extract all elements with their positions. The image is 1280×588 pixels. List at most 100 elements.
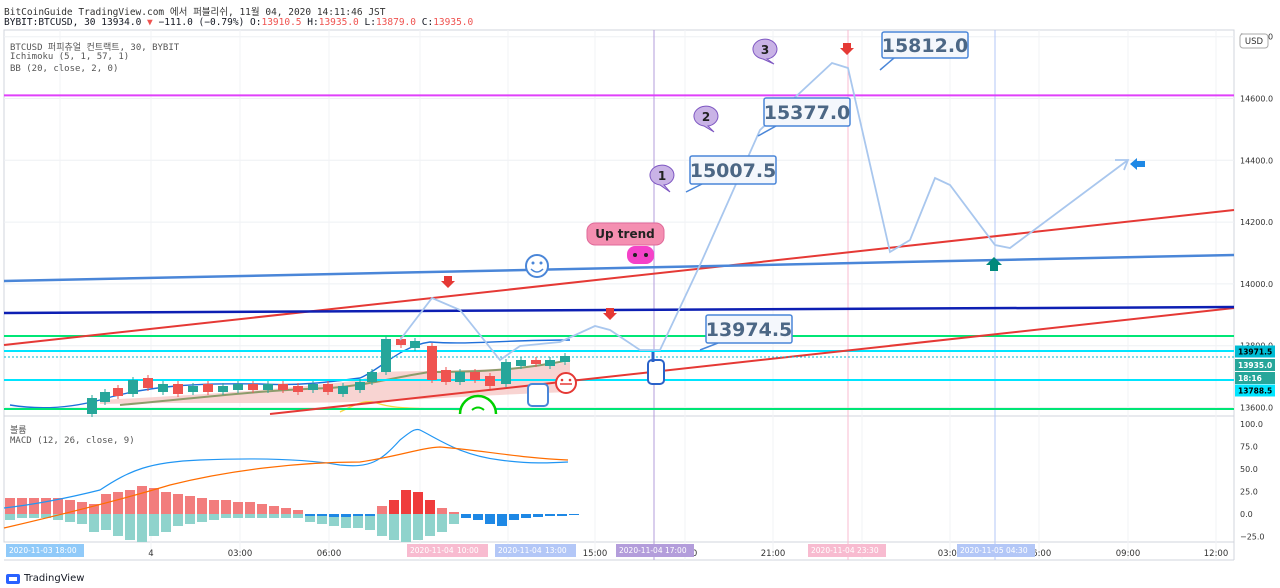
macd-bar: [29, 498, 39, 514]
price-annotation-box[interactable]: [689, 155, 777, 185]
macd-bar: [149, 488, 159, 514]
candle: [100, 392, 110, 402]
macd-tick: −25.0: [1240, 533, 1265, 542]
macd-bar: [101, 514, 111, 530]
time-badge: [616, 544, 694, 557]
candle: [410, 341, 420, 348]
candle: [188, 386, 198, 392]
macd-bar: [281, 514, 291, 518]
time-badge-label: 2020-11-05 04:30: [960, 546, 1028, 555]
macd-bar: [197, 498, 207, 514]
close-value: 13935.0: [433, 17, 474, 28]
macd-bar: [533, 514, 543, 517]
macd-bar: [437, 514, 447, 532]
macd-bar: [497, 514, 507, 526]
projection-path[interactable]: [399, 61, 1129, 362]
macd-bar: [305, 514, 315, 516]
macd-bar: [545, 514, 555, 516]
price-annotation-box[interactable]: [881, 31, 969, 59]
candle: [516, 360, 526, 366]
price-annotation-box[interactable]: [705, 314, 793, 344]
macd-bar: [353, 514, 363, 528]
currency-label: USD: [1245, 37, 1264, 47]
wave-bubble[interactable]: [752, 38, 778, 65]
sad-face-icon: [555, 372, 577, 394]
price-badge: [1235, 345, 1275, 358]
high-value: 13935.0: [318, 17, 359, 28]
macd-bar: [149, 514, 159, 536]
candle: [143, 378, 153, 388]
time-badge-label: 2020-11-04 12:30: [498, 546, 566, 555]
macd-bar: [401, 490, 411, 514]
candle: [323, 384, 333, 392]
time-badge: [957, 544, 1035, 557]
currency-badge[interactable]: USD: [1239, 33, 1269, 49]
price-badge: [1235, 372, 1275, 384]
time-badge: [542, 544, 576, 557]
candle: [203, 384, 213, 392]
macd-bar: [101, 494, 111, 514]
wave-bubble[interactable]: [693, 105, 719, 133]
pig-icon: [627, 246, 654, 264]
macd-bar: [245, 514, 255, 518]
macd-bar: [221, 514, 231, 518]
price-annotations[interactable]: 15812.0 15377.0 15007.5 13974.5: [685, 31, 969, 351]
macd-bar: [137, 486, 147, 514]
volume-legend[interactable]: 볼륨: [10, 426, 27, 436]
wave-labels[interactable]: 1 2 3: [649, 38, 778, 193]
time-badge: [6, 544, 84, 557]
navy-trendline[interactable]: [3, 305, 1235, 315]
macd-bar: [353, 514, 363, 516]
smiley-icon: [525, 254, 549, 278]
symbol-legend: BTCUSD 퍼피츄얼 컨트랙트, 30, BYBIT: [10, 43, 180, 53]
macd-bar: [365, 514, 375, 530]
left-arrow-icon: [1130, 158, 1145, 170]
macd-bar: [125, 490, 135, 514]
up-trend-callout[interactable]: Up trend: [586, 222, 665, 264]
macd-bar: [161, 514, 171, 532]
candle: [263, 384, 273, 390]
price-badge-label: 13971.5: [1238, 348, 1272, 357]
time-tick: 03:00: [938, 549, 963, 559]
macd-bar: [401, 514, 411, 542]
high-label: H:: [307, 17, 319, 28]
open-label: O:: [250, 17, 262, 28]
price-badge-label: 13935.0: [1238, 361, 1272, 370]
wave-bubble[interactable]: [649, 164, 675, 193]
price-tick: 14000.0: [1240, 280, 1273, 289]
red-trendline-upper[interactable]: [3, 209, 1235, 346]
price-tick: 13600.0: [1240, 404, 1273, 413]
price-annotation-label: 15007.5: [690, 160, 777, 182]
macd-bar: [257, 514, 267, 518]
macd-pane[interactable]: [3, 415, 1235, 543]
macd-bar: [569, 514, 579, 515]
macd-bar: [257, 504, 267, 514]
bb-legend[interactable]: BB (20, close, 2, 0): [10, 64, 119, 74]
macd-bar: [413, 514, 423, 540]
macd-bar: [341, 514, 351, 528]
blue-trendline[interactable]: [3, 253, 1235, 283]
candle: [113, 388, 123, 396]
macd-axis: 100.0 75.0 50.0 25.0 0.0 −25.0: [1240, 420, 1265, 542]
macd-bar: [341, 514, 351, 517]
price-badge: [1235, 359, 1275, 371]
red-trendline-lower[interactable]: [269, 307, 1235, 415]
macd-bar: [209, 514, 219, 520]
macd-bar: [29, 514, 39, 518]
candle: [338, 386, 348, 394]
price-annotation-box[interactable]: [763, 97, 851, 127]
time-axis[interactable]: 21:00403:0006:0009:0012:0015:0018:0021:0…: [6, 544, 1228, 559]
price-axis[interactable]: 15800.015600.015400.015200.015000.014800…: [1235, 0, 1275, 413]
candle: [531, 360, 541, 364]
price-badge-label: 13788.5: [1238, 387, 1272, 396]
time-badge-label: 2020-11-04 09:30: [410, 546, 478, 555]
macd-legend[interactable]: MACD (12, 26, close, 9): [10, 436, 135, 446]
macd-bar: [233, 514, 243, 518]
candle: [485, 376, 495, 386]
macd-bar: [449, 514, 459, 524]
ichimoku-legend[interactable]: Ichimoku (5, 1, 57, 1): [10, 52, 130, 62]
price-badge-label: 18:16: [1238, 374, 1262, 383]
projection-arrow-head: [1115, 159, 1130, 171]
time-tick: 09:00: [1116, 549, 1141, 559]
